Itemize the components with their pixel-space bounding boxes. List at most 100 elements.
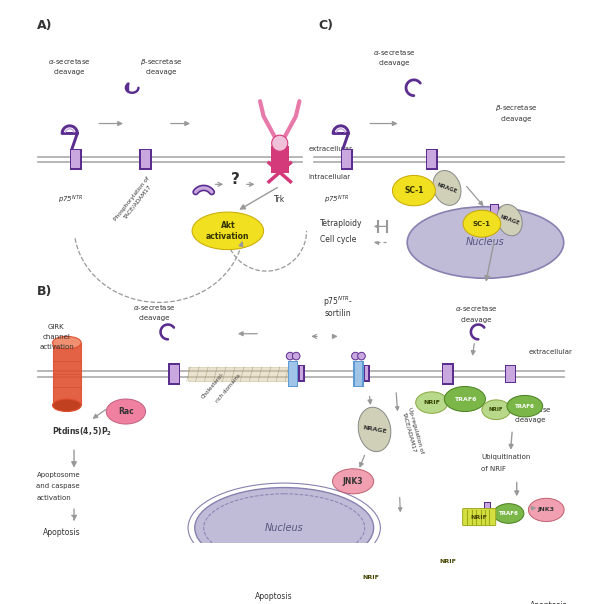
- Bar: [139, 149, 152, 170]
- Text: NRIF: NRIF: [362, 576, 379, 580]
- Circle shape: [292, 352, 300, 360]
- Text: C): C): [318, 19, 333, 32]
- Ellipse shape: [482, 400, 510, 420]
- Text: sortilin: sortilin: [325, 309, 351, 318]
- Text: NRAGE: NRAGE: [362, 425, 387, 434]
- Text: NRIF: NRIF: [489, 407, 504, 413]
- Text: NRAGE: NRAGE: [499, 214, 520, 226]
- Bar: [365, 367, 368, 380]
- Ellipse shape: [53, 399, 81, 411]
- Bar: [444, 365, 453, 383]
- Bar: [427, 150, 436, 169]
- Bar: [342, 150, 351, 169]
- Circle shape: [358, 352, 365, 360]
- Text: Apoptosis: Apoptosis: [255, 593, 292, 602]
- Ellipse shape: [195, 487, 374, 568]
- Bar: [299, 365, 305, 382]
- Bar: [364, 365, 370, 382]
- Text: Nucleus: Nucleus: [265, 523, 304, 533]
- Text: SC-1: SC-1: [404, 186, 424, 195]
- Text: p75$^{NTR}$: p75$^{NTR}$: [58, 193, 83, 206]
- Text: Tetraploidy: Tetraploidy: [320, 219, 362, 228]
- Text: Ubiquitination: Ubiquitination: [481, 454, 530, 460]
- Circle shape: [351, 352, 359, 360]
- Text: $\alpha$-secretase: $\alpha$-secretase: [455, 304, 498, 313]
- Bar: [271, 146, 288, 173]
- Bar: [168, 364, 180, 385]
- Ellipse shape: [192, 212, 264, 249]
- Ellipse shape: [333, 469, 374, 494]
- FancyBboxPatch shape: [462, 509, 496, 525]
- Text: cleavage: cleavage: [461, 317, 492, 323]
- Bar: [442, 364, 454, 385]
- Text: p75$^{NTR}$: p75$^{NTR}$: [324, 193, 350, 206]
- Text: and caspase: and caspase: [36, 483, 80, 489]
- Text: ?: ?: [230, 172, 239, 187]
- Ellipse shape: [433, 170, 461, 205]
- Bar: [507, 366, 514, 382]
- Text: NRIF: NRIF: [424, 400, 440, 405]
- Ellipse shape: [416, 392, 448, 413]
- Text: $\mathbf{Ptdins(4,5)P_2}$: $\mathbf{Ptdins(4,5)P_2}$: [52, 426, 112, 439]
- Text: of NRIF: of NRIF: [481, 466, 506, 472]
- Bar: [188, 367, 296, 381]
- Ellipse shape: [493, 504, 524, 523]
- Bar: [72, 150, 81, 169]
- Text: Apoptosis: Apoptosis: [42, 528, 81, 537]
- Text: $\beta$-secretase: $\beta$-secretase: [509, 405, 551, 414]
- Text: JNK3: JNK3: [538, 507, 554, 512]
- Text: GIRK: GIRK: [47, 324, 64, 330]
- Text: Apoptosis: Apoptosis: [530, 602, 568, 604]
- Text: cleavage: cleavage: [146, 69, 178, 76]
- Bar: [490, 204, 499, 219]
- Text: SC-1: SC-1: [473, 220, 491, 226]
- Bar: [300, 367, 303, 380]
- Bar: [141, 150, 150, 169]
- Text: Cell cycle: Cell cycle: [320, 236, 356, 245]
- Bar: [355, 362, 362, 386]
- Text: TRAF6: TRAF6: [467, 557, 487, 562]
- Text: cleavage: cleavage: [54, 69, 85, 76]
- Text: NRAGE: NRAGE: [436, 182, 458, 194]
- FancyBboxPatch shape: [430, 553, 466, 571]
- Text: intracellular: intracellular: [308, 174, 350, 180]
- Text: Rac: Rac: [118, 407, 134, 416]
- Ellipse shape: [507, 396, 543, 417]
- Text: Up-regulation of
TACE/ADAM17: Up-regulation of TACE/ADAM17: [401, 406, 424, 455]
- Bar: [425, 149, 438, 170]
- Bar: [341, 149, 353, 170]
- Ellipse shape: [444, 387, 485, 411]
- Text: B): B): [36, 284, 52, 298]
- Ellipse shape: [358, 407, 391, 452]
- Text: p75$^{NTR}$-: p75$^{NTR}$-: [323, 295, 353, 309]
- Text: $\alpha$-secretase: $\alpha$-secretase: [133, 303, 176, 312]
- Text: Nucleus: Nucleus: [466, 237, 505, 248]
- Bar: [353, 361, 364, 387]
- Text: extracellular: extracellular: [528, 349, 572, 355]
- Text: cleavage: cleavage: [501, 116, 533, 122]
- Text: NRIF: NRIF: [471, 515, 488, 519]
- Text: $\alpha$-secretase: $\alpha$-secretase: [373, 48, 416, 57]
- Circle shape: [271, 135, 288, 151]
- Text: extracellular: extracellular: [308, 146, 352, 152]
- Bar: [505, 365, 516, 384]
- Text: cleavage: cleavage: [139, 315, 170, 321]
- Text: channel: channel: [42, 334, 70, 340]
- Text: Phosphorylation of
TACE/ADAM17: Phosphorylation of TACE/ADAM17: [113, 175, 156, 226]
- Bar: [289, 362, 297, 386]
- Bar: [484, 502, 491, 515]
- Bar: [170, 365, 179, 383]
- FancyBboxPatch shape: [353, 569, 389, 587]
- Bar: [288, 361, 299, 387]
- Ellipse shape: [407, 207, 564, 278]
- Ellipse shape: [497, 204, 522, 236]
- Text: $\alpha$-secretase: $\alpha$-secretase: [48, 57, 91, 66]
- Text: cleavage: cleavage: [379, 60, 410, 66]
- Text: TRAF6: TRAF6: [454, 396, 476, 402]
- Text: $\beta$-secretase: $\beta$-secretase: [141, 57, 183, 66]
- Text: activation: activation: [40, 344, 75, 350]
- Text: NRIF: NRIF: [439, 559, 456, 564]
- Text: activation: activation: [36, 495, 71, 501]
- Text: cleavage: cleavage: [514, 417, 546, 423]
- Ellipse shape: [461, 550, 492, 570]
